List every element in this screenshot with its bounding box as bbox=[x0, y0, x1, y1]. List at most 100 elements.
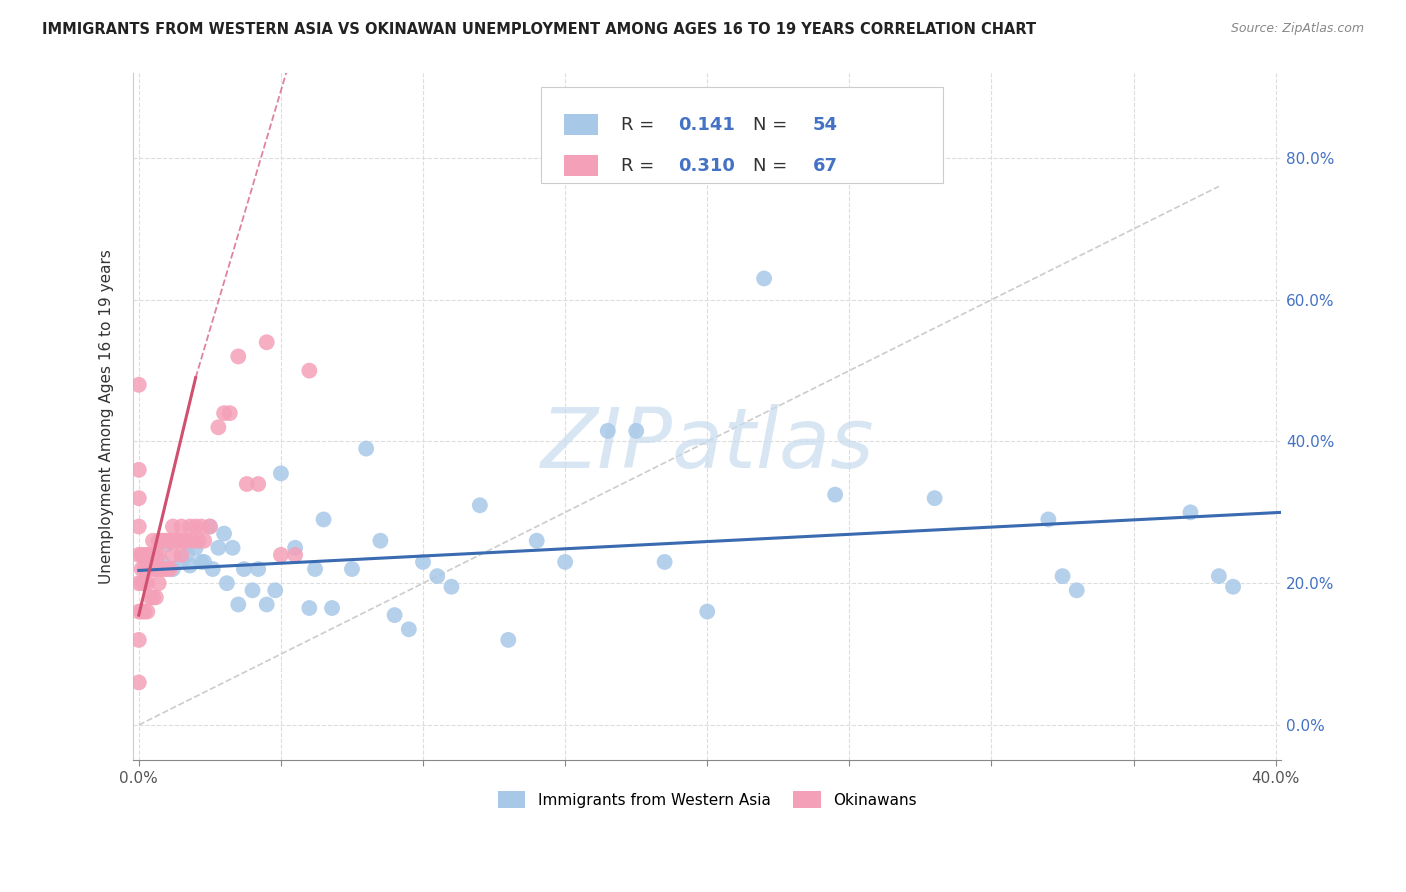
Point bbox=[165, 533, 187, 548]
Point bbox=[226, 350, 249, 364]
Point bbox=[142, 562, 165, 576]
Point bbox=[131, 548, 153, 562]
Point bbox=[498, 632, 520, 647]
Point bbox=[145, 548, 167, 562]
Text: Source: ZipAtlas.com: Source: ZipAtlas.com bbox=[1230, 22, 1364, 36]
Point bbox=[148, 548, 170, 562]
Point bbox=[128, 519, 150, 533]
Point bbox=[145, 562, 167, 576]
Point bbox=[1180, 505, 1202, 519]
Point bbox=[1208, 569, 1230, 583]
Point bbox=[193, 533, 215, 548]
Point bbox=[131, 562, 153, 576]
Point bbox=[176, 548, 198, 562]
Point bbox=[242, 583, 264, 598]
Point bbox=[156, 533, 179, 548]
Text: N =: N = bbox=[754, 116, 793, 134]
Point bbox=[1066, 583, 1088, 598]
Point bbox=[696, 605, 718, 619]
Point bbox=[156, 537, 179, 551]
Point bbox=[131, 605, 153, 619]
Point bbox=[156, 562, 179, 576]
Point bbox=[321, 601, 343, 615]
Point bbox=[139, 548, 162, 562]
Point bbox=[340, 562, 363, 576]
Point bbox=[184, 519, 207, 533]
Point bbox=[412, 555, 434, 569]
Point bbox=[150, 555, 173, 569]
Point bbox=[312, 512, 335, 526]
Point bbox=[398, 622, 420, 636]
Point bbox=[153, 562, 176, 576]
Point bbox=[207, 541, 229, 555]
Point bbox=[187, 533, 209, 548]
Point bbox=[181, 533, 204, 548]
Point bbox=[128, 632, 150, 647]
Point bbox=[142, 548, 165, 562]
Point bbox=[128, 548, 150, 562]
Point bbox=[270, 548, 292, 562]
Point bbox=[554, 555, 576, 569]
Point bbox=[1052, 569, 1074, 583]
Text: 0.310: 0.310 bbox=[679, 157, 735, 175]
Point bbox=[170, 519, 193, 533]
Point bbox=[233, 562, 256, 576]
Point bbox=[215, 576, 238, 591]
Point bbox=[256, 598, 278, 612]
Point bbox=[170, 548, 193, 562]
Point bbox=[304, 562, 326, 576]
Point bbox=[176, 533, 198, 548]
Point bbox=[162, 548, 184, 562]
Point bbox=[136, 605, 159, 619]
Point bbox=[221, 541, 243, 555]
Y-axis label: Unemployment Among Ages 16 to 19 years: Unemployment Among Ages 16 to 19 years bbox=[100, 249, 114, 584]
Point bbox=[1222, 580, 1244, 594]
Point bbox=[134, 548, 156, 562]
Point bbox=[198, 519, 221, 533]
Point bbox=[128, 377, 150, 392]
Point bbox=[150, 533, 173, 548]
Point bbox=[170, 555, 193, 569]
Point bbox=[384, 608, 406, 623]
Point bbox=[148, 533, 170, 548]
Point bbox=[134, 576, 156, 591]
Point bbox=[298, 601, 321, 615]
Point bbox=[136, 576, 159, 591]
Point bbox=[142, 548, 165, 562]
Point bbox=[159, 533, 181, 548]
Point bbox=[193, 555, 215, 569]
Point bbox=[1038, 512, 1060, 526]
Point bbox=[184, 541, 207, 555]
Point bbox=[924, 491, 946, 505]
Point bbox=[264, 583, 287, 598]
Point bbox=[236, 477, 259, 491]
Point bbox=[624, 424, 647, 438]
Point bbox=[134, 605, 156, 619]
Point bbox=[256, 335, 278, 350]
Point bbox=[150, 562, 173, 576]
Point bbox=[173, 533, 195, 548]
Point bbox=[159, 562, 181, 576]
Point bbox=[136, 548, 159, 562]
Point bbox=[136, 562, 159, 576]
Point bbox=[654, 555, 676, 569]
Point bbox=[162, 562, 184, 576]
Point bbox=[162, 519, 184, 533]
Text: 0.141: 0.141 bbox=[679, 116, 735, 134]
Point bbox=[468, 498, 491, 512]
Point bbox=[128, 605, 150, 619]
Text: 67: 67 bbox=[813, 157, 838, 175]
Point bbox=[153, 533, 176, 548]
Point bbox=[179, 519, 201, 533]
Point bbox=[190, 519, 212, 533]
Point bbox=[212, 406, 235, 420]
Point bbox=[824, 488, 846, 502]
Point bbox=[134, 551, 156, 566]
Point bbox=[128, 576, 150, 591]
Text: IMMIGRANTS FROM WESTERN ASIA VS OKINAWAN UNEMPLOYMENT AMONG AGES 16 TO 19 YEARS : IMMIGRANTS FROM WESTERN ASIA VS OKINAWAN… bbox=[42, 22, 1036, 37]
Point bbox=[167, 533, 190, 548]
Point bbox=[284, 541, 307, 555]
Point bbox=[201, 562, 224, 576]
Text: R =: R = bbox=[621, 157, 661, 175]
Point bbox=[370, 533, 392, 548]
